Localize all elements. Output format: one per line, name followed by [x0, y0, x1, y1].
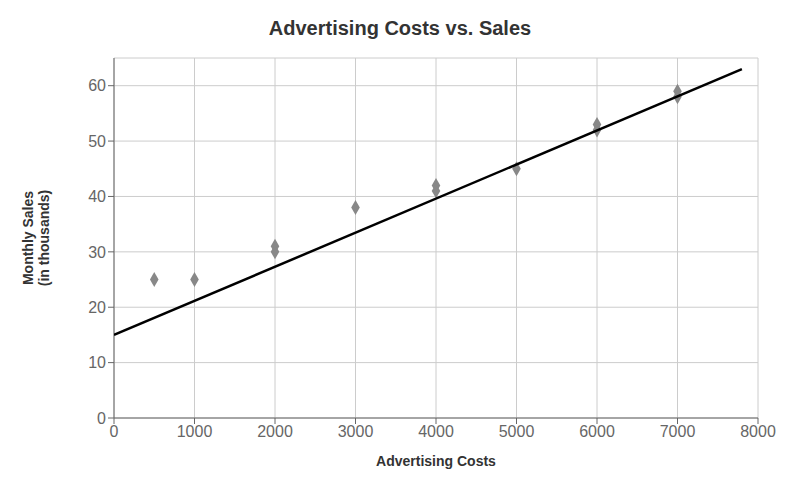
svg-text:50: 50 [88, 133, 106, 150]
svg-text:2000: 2000 [257, 423, 293, 440]
svg-text:20: 20 [88, 299, 106, 316]
svg-text:Monthly Sales(in thousands): Monthly Sales(in thousands) [20, 190, 52, 286]
svg-text:0: 0 [110, 423, 119, 440]
svg-text:60: 60 [88, 77, 106, 94]
html-text:Advertising Costs vs. Sales: Advertising Costs vs. Sales [268, 17, 532, 39]
svg-text:4000: 4000 [418, 423, 454, 440]
svg-text:7000: 7000 [660, 423, 696, 440]
svg-text:5000: 5000 [499, 423, 535, 440]
svg-text:40: 40 [88, 188, 106, 205]
svg-text:6000: 6000 [579, 423, 615, 440]
svg-text:8000: 8000 [740, 423, 776, 440]
svg-text:10: 10 [88, 354, 106, 371]
svg-text:3000: 3000 [338, 423, 374, 440]
svg-text:1000: 1000 [177, 423, 213, 440]
svg-text:Advertising Costs: Advertising Costs [376, 453, 496, 469]
svg-text:30: 30 [88, 244, 106, 261]
svg-text:0: 0 [97, 410, 106, 427]
